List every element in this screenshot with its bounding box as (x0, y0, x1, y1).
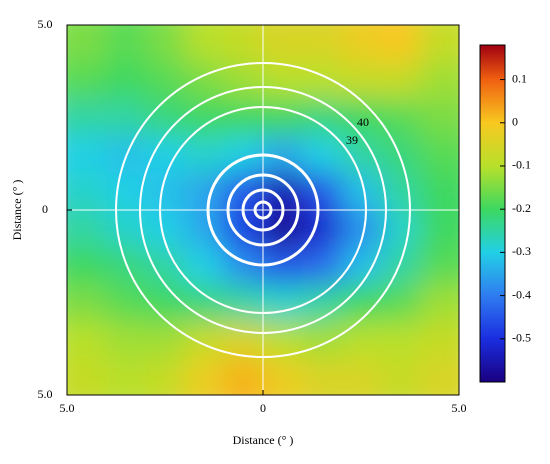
cell (263, 99, 303, 137)
cell (106, 25, 146, 63)
colorbar-tick-label: -0.3 (512, 244, 531, 258)
cell (145, 247, 186, 285)
colorbar-tick-label: 0.1 (512, 71, 527, 85)
y-tick-label: 0 (42, 202, 48, 216)
cell (419, 210, 459, 248)
cell (263, 62, 303, 100)
cell (419, 358, 459, 395)
cell (419, 173, 459, 211)
cell (145, 25, 186, 63)
cell (302, 136, 342, 174)
cell (67, 358, 107, 395)
cell (184, 25, 225, 63)
x-tick-label: 5.0 (452, 401, 467, 415)
cell (223, 25, 264, 63)
cell (341, 358, 382, 395)
cell (263, 284, 303, 322)
cell (106, 62, 146, 100)
colorbar-tick-label: -0.2 (512, 201, 531, 215)
cell (184, 62, 225, 100)
cell (419, 25, 459, 63)
cell (67, 173, 107, 211)
cell (67, 99, 107, 137)
cell (67, 62, 107, 100)
cell (302, 247, 342, 285)
cell (419, 99, 459, 137)
cell (184, 136, 225, 174)
contour-label: 39 (346, 133, 358, 147)
cell (223, 321, 264, 359)
x-axis-label: Distance (° ) (233, 433, 294, 447)
cell (145, 136, 186, 174)
cell (67, 25, 107, 63)
cell (145, 99, 186, 137)
cell (67, 136, 107, 174)
ring (139, 86, 387, 334)
rings (67, 25, 459, 395)
ring (115, 62, 411, 358)
ring (253, 200, 273, 220)
cell (380, 247, 421, 285)
cell (145, 62, 186, 100)
cell (419, 136, 459, 174)
cell (341, 136, 382, 174)
cell (380, 321, 421, 359)
cell (380, 173, 421, 211)
cell (341, 247, 382, 285)
cell (380, 25, 421, 63)
cell (419, 321, 459, 359)
cell (419, 247, 459, 285)
cell (145, 321, 186, 359)
ring (159, 106, 367, 314)
colorbar-tick-label: -0.1 (512, 158, 531, 172)
cell (263, 358, 303, 395)
ring (241, 188, 285, 232)
contour-label: 40 (357, 115, 369, 129)
cell (380, 136, 421, 174)
cell (341, 284, 382, 322)
cell (341, 25, 382, 63)
x-tick-label: 5.0 (60, 401, 75, 415)
cell (67, 210, 107, 248)
cell (223, 284, 264, 322)
cell (380, 62, 421, 100)
cell (302, 358, 342, 395)
x-tick-label: 0 (260, 401, 266, 415)
colorbar-tick-label: -0.4 (512, 287, 531, 301)
ring (206, 153, 320, 267)
ring (226, 173, 300, 247)
cell (263, 25, 303, 63)
colorbar (479, 44, 506, 383)
cell (106, 321, 146, 359)
cell (419, 284, 459, 322)
cell (184, 321, 225, 359)
cell (106, 358, 146, 395)
cell (184, 358, 225, 395)
cell (302, 321, 342, 359)
cell (223, 62, 264, 100)
cell (145, 284, 186, 322)
cell (67, 321, 107, 359)
cell (184, 247, 225, 285)
colorbar-tick-label: 0 (512, 115, 518, 129)
cell (419, 62, 459, 100)
cell (145, 358, 186, 395)
cell (341, 321, 382, 359)
cell (67, 247, 107, 285)
y-tick-label: 5.0 (38, 387, 53, 401)
colorbar-tick-label: -0.5 (512, 331, 531, 345)
cell (380, 358, 421, 395)
cell (302, 25, 342, 63)
cell (223, 358, 264, 395)
cell (223, 99, 264, 137)
cell (341, 62, 382, 100)
cell (341, 99, 382, 137)
y-tick-label: 5.0 (38, 17, 53, 31)
y-axis-label: Distance (° ) (10, 180, 24, 241)
cell (302, 62, 342, 100)
cell (380, 210, 421, 248)
cell (67, 284, 107, 322)
